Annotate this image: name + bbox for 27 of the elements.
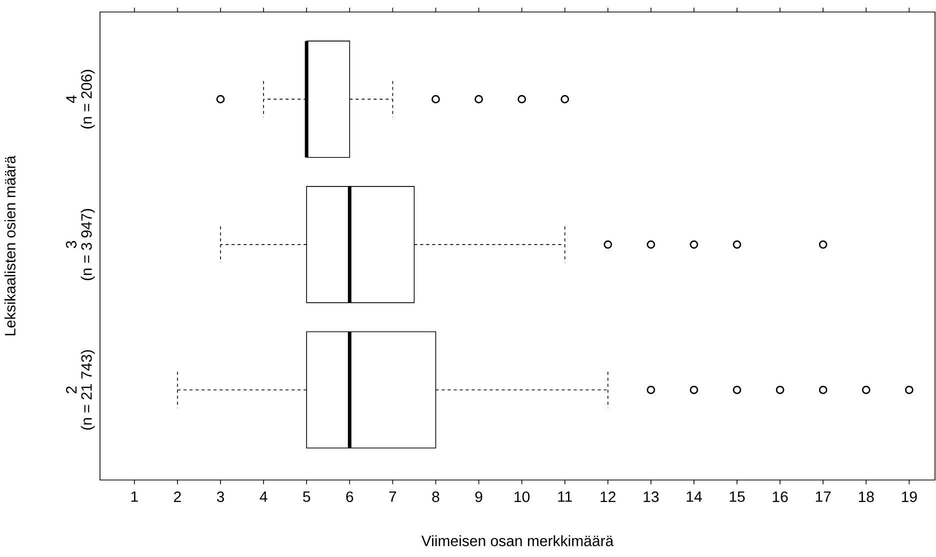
x-tick-label: 10 (514, 491, 530, 502)
text: (n = 21 743) (80, 350, 95, 430)
x-tick-label: 1 (131, 491, 138, 502)
x-tick-label: 16 (772, 491, 788, 502)
text: (n = 3 947) (80, 209, 95, 280)
x-tick-label: 5 (303, 491, 310, 502)
x-tick-label: 15 (730, 491, 745, 502)
x-tick-label: 3 (216, 491, 224, 502)
y-axis-title: Leksikaalisten osien määrä (4, 156, 16, 336)
x-tick-label: 7 (389, 491, 396, 502)
x-tick-label: 12 (600, 491, 616, 502)
x-tick-label: 19 (902, 491, 917, 502)
x-tick-label: 4 (260, 491, 268, 502)
y-tick-label: 2 (66, 386, 77, 394)
x-tick-label: 2 (174, 491, 181, 502)
x-tick-label: 11 (558, 491, 572, 502)
y-tick-label: 3 (66, 241, 77, 248)
x-axis-title: Viimeisen osan merkkimäärä (421, 535, 614, 546)
text: (n = 206) (80, 70, 95, 129)
x-tick-label: 14 (686, 491, 702, 502)
x-tick-label: 18 (858, 491, 874, 502)
x-tick-label: 8 (432, 491, 440, 502)
y-tick-label: 4 (66, 95, 77, 104)
x-tick-label: 13 (644, 491, 659, 502)
x-tick-label: 17 (816, 491, 831, 502)
x-tick-label: 9 (475, 491, 482, 502)
x-tick-label: 6 (346, 491, 354, 502)
